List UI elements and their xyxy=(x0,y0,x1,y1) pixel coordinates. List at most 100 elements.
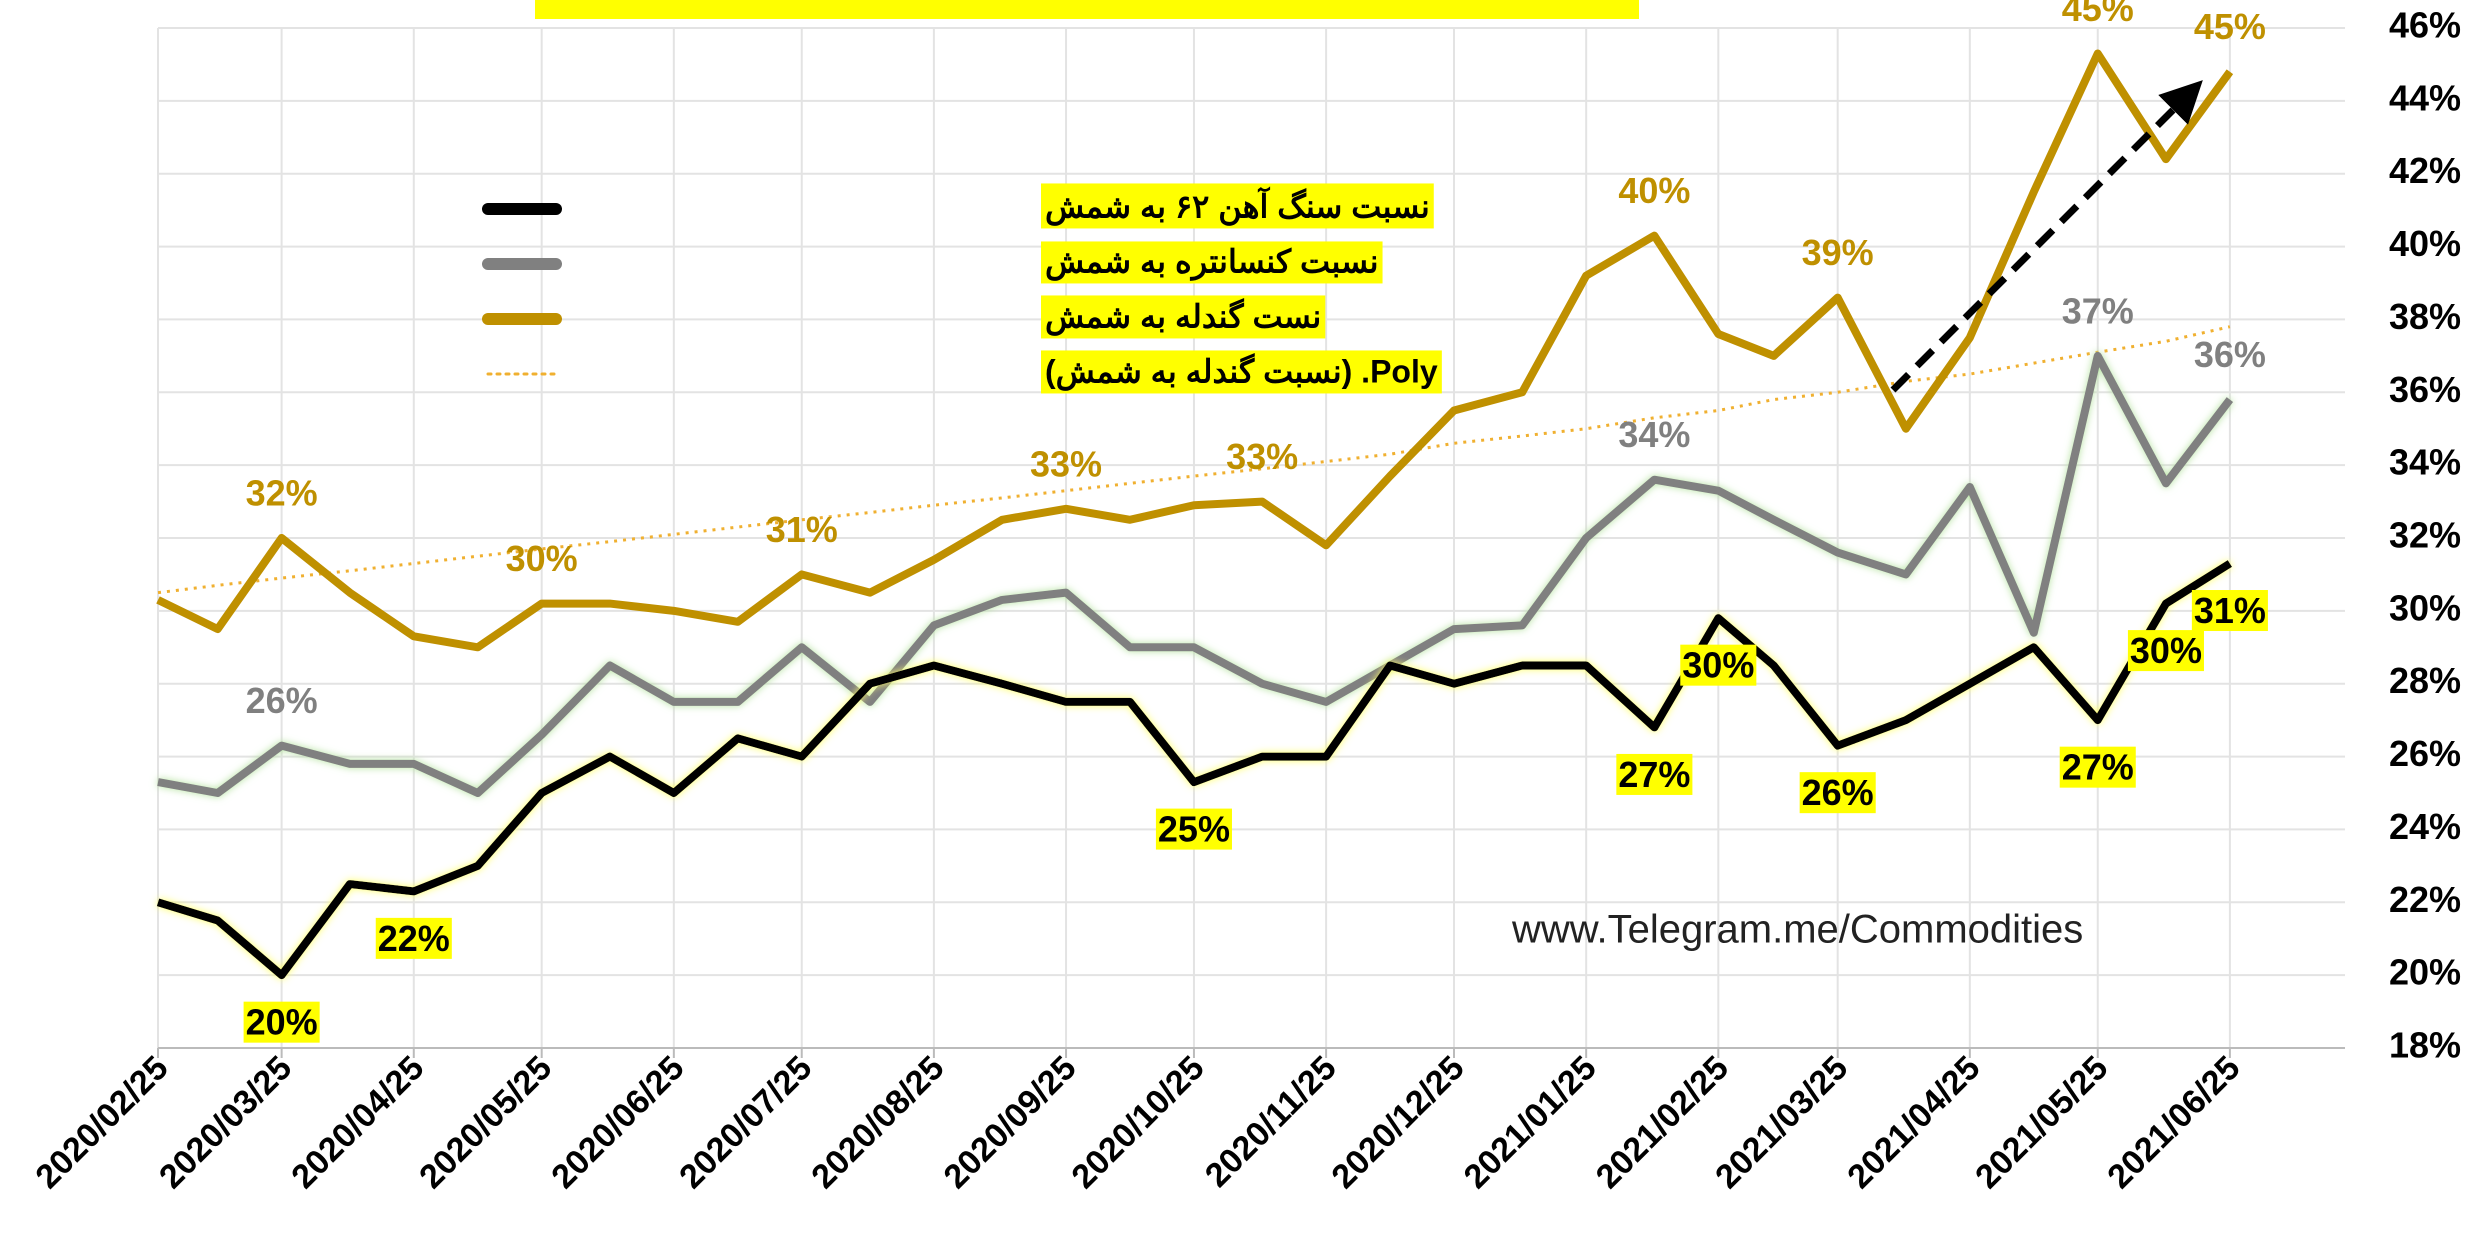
value-label: 32% xyxy=(246,473,318,514)
y-tick-label: 22% xyxy=(2389,879,2461,920)
y-tick-label: 32% xyxy=(2389,515,2461,556)
value-label: 27% xyxy=(2062,747,2134,788)
value-label-group: 20% xyxy=(243,1001,320,1043)
y-tick-label: 30% xyxy=(2389,587,2461,628)
value-label-group: 32% xyxy=(246,473,318,514)
watermark-link: www.Telegram.me/Commodities xyxy=(1511,908,2083,952)
x-tick-label: 2021/04/25 xyxy=(1840,1049,1987,1196)
y-tick-label: 20% xyxy=(2389,952,2461,993)
plot xyxy=(156,49,2234,980)
y-tick-label: 44% xyxy=(2389,77,2461,118)
value-label-group: 39% xyxy=(1802,232,1874,273)
value-label-group: 26% xyxy=(1799,772,1876,814)
value-label-bg xyxy=(2127,630,2204,672)
value-label-group: 31% xyxy=(2191,590,2268,632)
legend-item: نسبت کنسانتره به شمش xyxy=(1041,241,1383,284)
x-tick-label: 2020/08/25 xyxy=(804,1049,951,1196)
y-tick-label: 24% xyxy=(2389,806,2461,847)
y-tick-label: 40% xyxy=(2389,223,2461,264)
x-tick-label: 2020/04/25 xyxy=(284,1049,431,1196)
value-label-group: 45% xyxy=(2194,6,2266,47)
legend-label: نسبت کنسانتره به شمش xyxy=(1045,243,1379,281)
legend-bg xyxy=(1041,350,1442,394)
value-label: 33% xyxy=(1030,443,1102,484)
value-label-group: 22% xyxy=(375,917,452,959)
value-label: 45% xyxy=(2062,0,2134,29)
value-label-bg xyxy=(1799,772,1876,814)
y-tick-label: 34% xyxy=(2389,442,2461,483)
legend-item: نسبت سنگ آهن ۶۲ به شمش xyxy=(1041,183,1434,229)
value-label: 34% xyxy=(1618,414,1690,455)
value-label-group: 36% xyxy=(2194,334,2266,375)
y-tick-label: 18% xyxy=(2389,1025,2461,1066)
x-tick-label: 2020/11/25 xyxy=(1198,1049,1344,1195)
y-tick-label: 38% xyxy=(2389,296,2461,337)
legend: نسبت سنگ آهن ۶۲ به شمش نسبت کنسانتره به ش… xyxy=(482,183,1442,394)
x-tick-label: 2020/03/25 xyxy=(152,1049,299,1196)
value-label: 39% xyxy=(1802,232,1874,273)
value-label-group: 26% xyxy=(246,680,318,721)
x-tick-label: 2020/09/25 xyxy=(937,1049,1084,1196)
legend-label: نسبت سنگ آهن ۶۲ به شمش xyxy=(1045,185,1430,226)
value-labels: 32%30%31%33% 33%40%39%45% 45%26%34%37%36%2… xyxy=(243,0,2268,1043)
value-label-bg xyxy=(2059,746,2136,788)
legend-label: Poly. (نسبت گندله به شمش) xyxy=(1045,352,1438,391)
legend-bg xyxy=(1041,295,1326,339)
y-tick-label: 36% xyxy=(2389,369,2461,410)
x-tick-label: 2021/05/25 xyxy=(1968,1049,2115,1196)
value-label-group: 31% xyxy=(766,509,838,550)
value-label-bg xyxy=(2191,590,2268,632)
value-label-group: 30% xyxy=(2127,630,2204,672)
value-label-group: 30% xyxy=(1680,644,1757,686)
x-tick-label: 2021/06/25 xyxy=(2100,1049,2247,1196)
title-box xyxy=(535,0,1639,19)
value-label-group: 37% xyxy=(2062,290,2134,331)
legend-bg xyxy=(1041,183,1434,229)
value-label-group: 27% xyxy=(1616,753,1693,795)
value-label: 26% xyxy=(1802,772,1874,813)
value-label-group: 33% xyxy=(1030,443,1102,484)
value-label-group: 27% xyxy=(2059,746,2136,788)
x-tick-label: 2020/02/25 xyxy=(28,1049,175,1196)
value-label-group: 45% xyxy=(2062,0,2134,29)
value-label-group: 25% xyxy=(1155,808,1232,850)
value-label: 37% xyxy=(2062,290,2134,331)
value-label-group: 34% xyxy=(1618,414,1690,455)
y-tick-label: 46% xyxy=(2389,5,2461,46)
value-label: 26% xyxy=(246,680,318,721)
value-label: 30% xyxy=(1682,645,1754,686)
y-tick-label: 26% xyxy=(2389,733,2461,774)
value-label-bg xyxy=(1680,644,1757,686)
x-tick-label: 2020/10/25 xyxy=(1064,1049,1211,1196)
value-label-bg xyxy=(375,917,452,959)
value-label-bg xyxy=(1616,753,1693,795)
x-tick-label: 2020/07/25 xyxy=(672,1049,819,1196)
x-tick-label: 2020/05/25 xyxy=(412,1049,559,1196)
value-label-bg xyxy=(243,1001,320,1043)
series-line xyxy=(157,351,2234,797)
value-label: 31% xyxy=(2194,590,2266,631)
x-tick-label: 2020/06/25 xyxy=(544,1049,691,1196)
value-label: 30% xyxy=(506,538,578,579)
value-label-group: 33% xyxy=(1226,436,1298,477)
legend-item: نست گندله به شمش xyxy=(1041,295,1326,339)
value-label: 33% xyxy=(1226,436,1298,477)
legend-bg xyxy=(1041,241,1383,284)
y-tick-label: 42% xyxy=(2389,150,2461,191)
x-tick-label: 2020/12/25 xyxy=(1324,1049,1471,1196)
value-label: 30% xyxy=(2130,630,2202,671)
legend-item: Poly. (نسبت گندله به شمش) xyxy=(1041,350,1442,394)
value-label: 45% xyxy=(2194,6,2266,47)
value-label-group: 40% xyxy=(1618,170,1690,211)
y-tick-label: 28% xyxy=(2389,660,2461,701)
value-label: 22% xyxy=(378,918,450,959)
grid xyxy=(157,27,2345,1058)
value-label-group: 30% xyxy=(506,538,578,579)
series-line xyxy=(156,560,2233,980)
value-label-bg xyxy=(1155,808,1232,850)
x-tick-label: 2021/01/25 xyxy=(1457,1049,1604,1196)
value-label: 25% xyxy=(1158,809,1230,850)
value-label: 31% xyxy=(766,509,838,550)
value-label: 36% xyxy=(2194,334,2266,375)
